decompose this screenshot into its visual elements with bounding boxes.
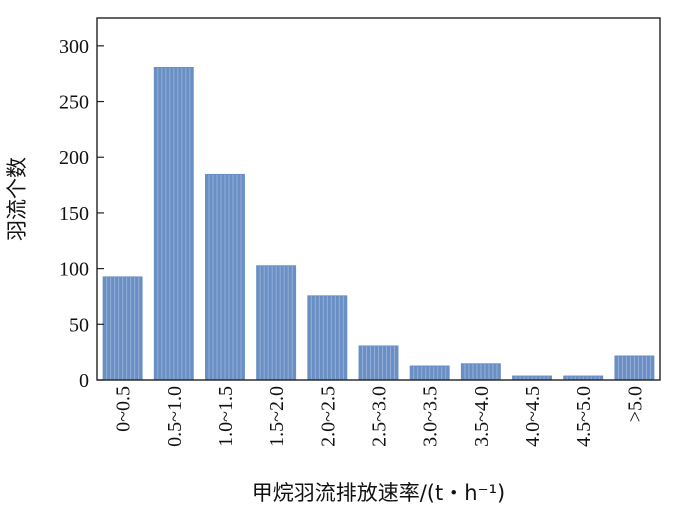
x-tick-label: 0.5~1.0 [164,386,186,447]
x-axis-ticks: 0~0.5 0.5~1.0 1.0~1.5 1.5~2.0 2.0~2.5 2.5~3.0… [113,386,647,447]
x-tick-label: 3.5~4.0 [471,386,493,447]
y-tick-label: 50 [69,314,89,336]
y-tick-label: 100 [59,259,89,281]
x-axis-title: 甲烷羽流排放速率/(t・h⁻¹) [252,481,506,505]
bar-2 [204,173,245,380]
x-tick-label: 1.0~1.5 [215,386,237,447]
x-tick-label: 4.0~4.5 [522,386,544,447]
y-axis-ticks: 0 50 100 150 200 250 300 [59,36,104,392]
bar-7 [460,363,501,380]
bar-5 [358,345,399,380]
bar-1 [153,67,194,381]
y-tick-label: 250 [59,92,89,114]
x-tick-label: 3.0~3.5 [420,386,442,447]
x-tick-label: 2.5~3.0 [369,386,391,447]
x-tick-label: 2.0~2.5 [317,386,339,447]
bar-0 [102,276,143,380]
bar-10 [614,355,655,380]
bar-6 [409,365,450,380]
y-axis-title: 羽流个数 [5,157,29,241]
plot-frame [96,17,661,381]
y-tick-label: 150 [59,203,89,225]
bar-3 [256,265,297,380]
y-tick-label: 0 [79,370,89,392]
x-tick-label: >5.0 [624,386,646,422]
x-tick-label: 0~0.5 [113,386,135,432]
bars-group [102,67,655,381]
bar-4 [307,295,348,380]
x-tick-label: 4.5~5.0 [573,386,595,447]
x-tick-label: 1.5~2.0 [266,386,288,447]
y-tick-label: 300 [59,36,89,58]
y-tick-label: 200 [59,147,89,169]
